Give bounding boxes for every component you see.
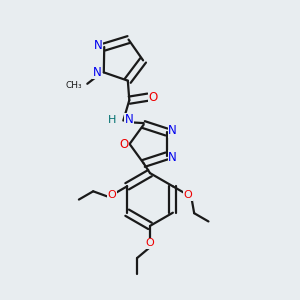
Text: N: N — [93, 66, 101, 79]
Text: O: O — [146, 238, 154, 248]
Text: O: O — [149, 91, 158, 104]
Text: N: N — [168, 151, 177, 164]
Text: O: O — [108, 190, 116, 200]
Text: O: O — [184, 190, 192, 200]
Text: O: O — [119, 137, 128, 151]
Text: H: H — [108, 115, 117, 125]
Text: CH₃: CH₃ — [65, 81, 82, 90]
Text: N: N — [94, 39, 103, 52]
Text: N: N — [125, 113, 134, 127]
Text: N: N — [168, 124, 177, 137]
